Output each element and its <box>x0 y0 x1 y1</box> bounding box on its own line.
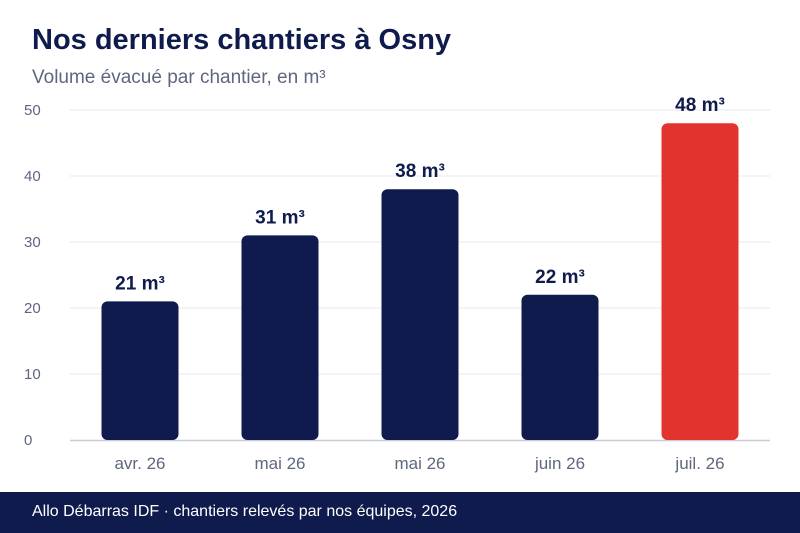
footer-bar: Allo Débarras IDF · chantiers relevés pa… <box>0 492 800 533</box>
bar-data-label: 48 m³ <box>675 95 725 116</box>
y-tick-label: 30 <box>24 234 41 251</box>
bar-data-label: 21 m³ <box>115 273 165 294</box>
y-tick-label: 50 <box>24 102 41 119</box>
bar <box>661 123 739 440</box>
data-labels: 21 m³ 31 m³ 38 m³ 22 m³ 48 m³ <box>115 95 725 294</box>
bar <box>521 294 599 440</box>
x-tick-label: avr. 26 <box>114 454 165 473</box>
bars <box>101 123 739 440</box>
bar-data-label: 38 m³ <box>395 161 445 182</box>
bar-data-label: 31 m³ <box>255 207 305 228</box>
y-tick-label: 40 <box>24 168 41 185</box>
y-tick-label: 20 <box>24 300 41 317</box>
source-note: Allo Débarras IDF · chantiers relevés pa… <box>32 503 458 520</box>
bar <box>241 235 319 440</box>
y-axis-ticks: 0 10 20 30 40 50 <box>24 102 41 449</box>
x-tick-label: juil. 26 <box>674 454 724 473</box>
bar-chart: 0 10 20 30 40 50 21 m³ 31 m³ 38 m³ 22 m³ 48 m³ av… <box>24 95 770 473</box>
x-tick-label: mai 26 <box>254 454 305 473</box>
bar-data-label: 22 m³ <box>535 267 585 288</box>
x-axis-ticks: avr. 26 mai 26 mai 26 juin 26 juil. 26 <box>114 454 724 473</box>
x-tick-label: mai 26 <box>394 454 445 473</box>
x-tick-label: juin 26 <box>534 454 585 473</box>
y-tick-label: 0 <box>24 432 32 449</box>
chart-title: Nos derniers chantiers à Osny <box>32 24 452 56</box>
chart-subtitle: Volume évacué par chantier, en m³ <box>32 67 326 88</box>
bar <box>381 189 459 440</box>
bar <box>101 301 179 440</box>
y-tick-label: 10 <box>24 366 41 383</box>
